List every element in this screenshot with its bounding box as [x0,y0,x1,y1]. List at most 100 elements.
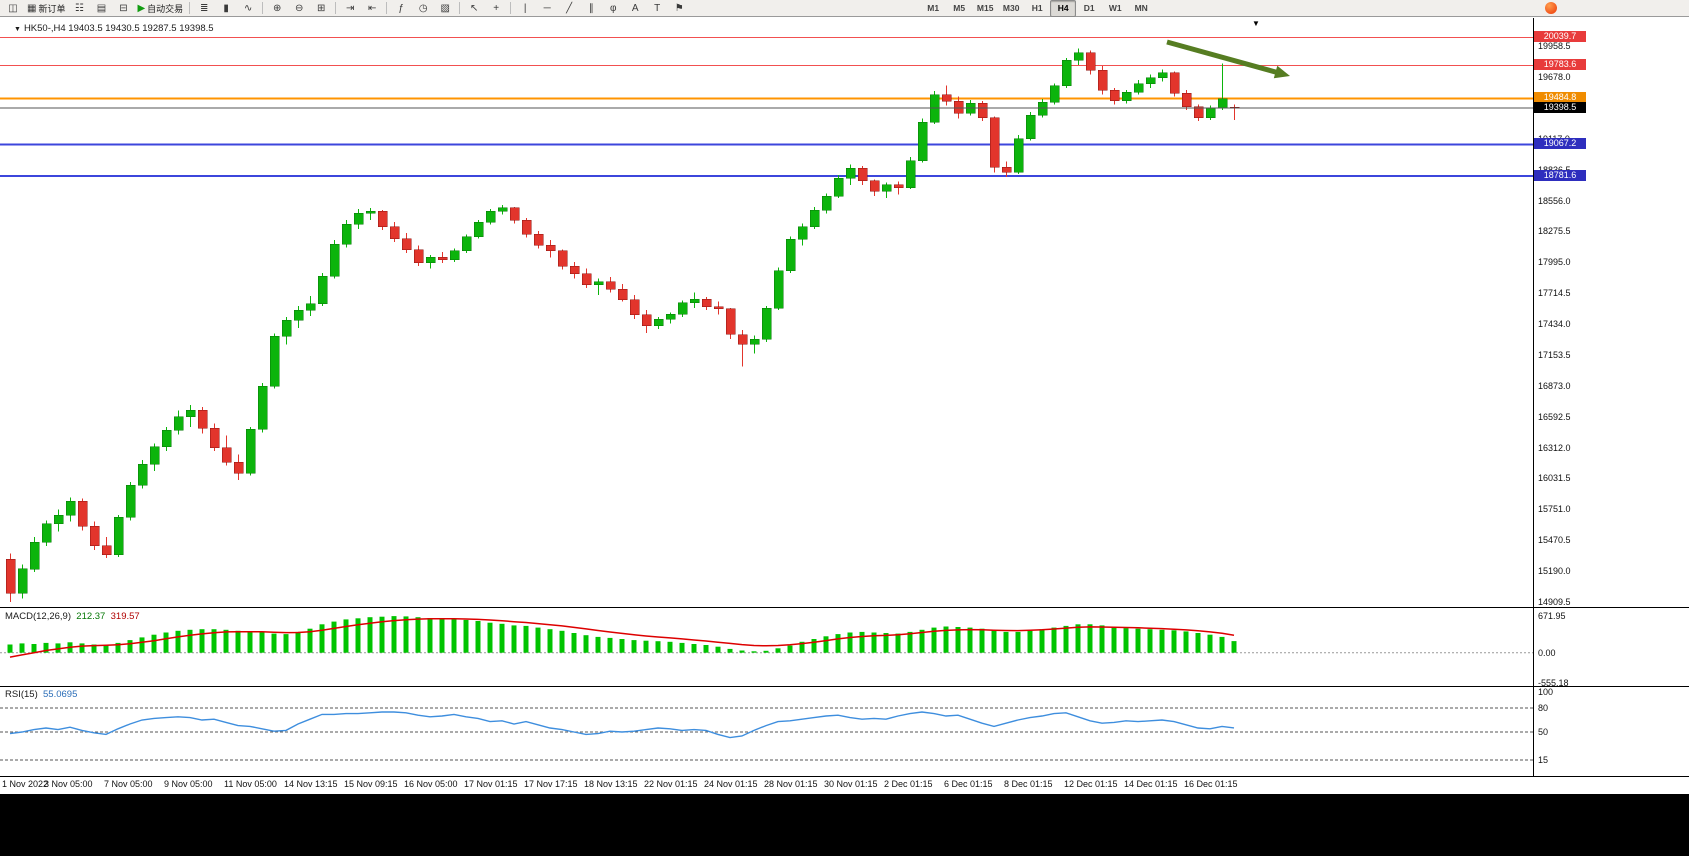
timeframe-H1[interactable]: H1 [1031,3,1043,13]
price-axis-label: 14909.5 [1538,597,1571,607]
date-axis-label: 14 Dec 01:15 [1124,779,1178,789]
vertical-line-icon[interactable]: | [514,0,536,17]
indicators-icon[interactable]: ƒ [390,0,412,17]
separator-main-macd[interactable] [0,607,1689,608]
periods-icon[interactable]: ◷ [412,0,434,17]
price-axis-label: 17995.0 [1538,257,1571,267]
separator-rsi-dates [0,776,1689,777]
price-axis-label: 17714.5 [1538,288,1571,298]
timeframe-M1[interactable]: M1 [927,3,940,13]
one-click-trading-arrow[interactable]: ▼ [14,26,21,33]
tile-windows-icon[interactable]: ⊞ [310,0,332,17]
price-axis-label: 16592.5 [1538,412,1571,422]
autotrade-button-label: 自动交易 [147,3,184,14]
price-line-tag: 19484.8 [1534,92,1586,103]
auto-scroll-icon: ⇥ [345,2,355,14]
toolbar-separator [386,2,388,14]
date-axis-label: 15 Nov 09:15 [344,779,398,789]
chart-shift-marker[interactable]: ▼ [1252,19,1260,28]
price-axis-label: 19678.0 [1538,72,1571,82]
chart-window-icon: ◫ [8,2,18,14]
timeframe-M5[interactable]: M5 [953,3,966,13]
chart-header: ▼ HK50-,H4 19403.5 19430.5 19287.5 19398.… [14,23,214,34]
channel-icon[interactable]: ∥ [580,0,602,17]
indicators-icon: ƒ [398,2,404,14]
timeframe-H4[interactable]: H4 [1050,0,1077,17]
macd-panel-canvas[interactable] [0,609,1533,686]
auto-scroll-icon[interactable]: ⇥ [339,0,361,17]
autotrade-button: ▶ [137,2,146,14]
cursor-icon[interactable]: ↖ [463,0,485,17]
market-watch-icon[interactable]: ☷ [68,0,90,17]
text-tool-icon[interactable]: A [624,0,646,17]
timeframe-D1[interactable]: D1 [1083,3,1095,13]
rsi-axis-label: 80 [1538,703,1549,713]
chart-shift-icon[interactable]: ⇤ [361,0,383,17]
candlestick-chart-icon[interactable]: ▮ [215,0,237,17]
navigator-icon[interactable]: ▤ [90,0,112,17]
market-watch-icon: ☷ [74,2,84,14]
rsi-panel-canvas[interactable] [0,687,1533,776]
price-axis-label: 19958.5 [1538,41,1571,51]
price-line-tag: 19783.6 [1534,59,1586,70]
arrows-tool-icon: ⚑ [674,2,684,14]
date-axis-label: 18 Nov 13:15 [584,779,638,789]
price-axis-label: 15751.0 [1538,504,1571,514]
rsi-value: 55.0695 [43,689,78,700]
price-axis-label: 18275.5 [1538,226,1571,236]
current-price-tag: 19398.5 [1534,102,1586,113]
new-order-button-label: 新订单 [38,3,66,14]
crosshair-icon[interactable]: + [485,0,507,17]
macd-axis-label: -555.18 [1538,678,1569,688]
cursor-icon: ↖ [469,2,479,14]
terminal-icon[interactable]: ⊟ [112,0,134,17]
date-axis-label: 22 Nov 01:15 [644,779,698,789]
chart-shift-icon: ⇤ [367,2,377,14]
separator-macd-rsi[interactable] [0,686,1689,687]
notification-icon[interactable] [1545,2,1557,14]
timeframe-M15[interactable]: M15 [976,3,994,13]
timeframe-MN[interactable]: MN [1134,3,1148,13]
date-axis-label: 6 Dec 01:15 [944,779,993,789]
terminal-icon: ⊟ [119,2,128,14]
rsi-axis-label: 100 [1538,687,1554,697]
toolbar-separator [459,2,461,14]
price-axis-label: 16312.0 [1538,443,1571,453]
horizontal-line-icon[interactable]: ─ [536,0,558,17]
toolbar-separator [335,2,337,14]
crosshair-icon: + [493,2,500,14]
chart-window-icon[interactable]: ◫ [2,0,24,17]
navigator-icon: ▤ [96,2,107,14]
date-axis-label: 24 Nov 01:15 [704,779,758,789]
zoom-in-icon: ⊕ [272,2,282,14]
trendline-icon: ╱ [566,2,573,14]
main-chart-canvas[interactable] [0,18,1533,608]
rsi-axis-label: 50 [1538,727,1549,737]
zoom-in-icon[interactable]: ⊕ [266,0,288,17]
autotrade-button[interactable]: ▶ 自动交易 [134,0,186,17]
bar-chart-icon[interactable]: ≣ [193,0,215,17]
trendline-icon[interactable]: ╱ [558,0,580,17]
toolbar: ◫ ▦ 新订单 ☷ ▤ ⊟ ▶ 自动交易 ≣ ▮ ∿ ⊕ ⊖ ⊞ ⇥ ⇤ ƒ ◷ ▧ ↖ + | ─ ╱ ∥ φ A T ⚑ M1 M5 M1… [0,0,1689,17]
templates-icon[interactable]: ▧ [434,0,456,17]
date-axis-label: 30 Nov 01:15 [824,779,878,789]
label-tool-icon[interactable]: T [646,0,668,17]
new-order-button[interactable]: ▦ 新订单 [24,0,68,17]
macd-signal-line [9,617,1235,658]
zoom-out-icon[interactable]: ⊖ [288,0,310,17]
price-axis-label: 17153.5 [1538,350,1571,360]
timeframe-W1[interactable]: W1 [1108,3,1122,13]
trend-arrow[interactable] [1166,39,1283,77]
trend-arrow-head[interactable] [1273,65,1290,79]
arrows-tool-icon[interactable]: ⚑ [668,0,690,17]
line-chart-icon[interactable]: ∿ [237,0,259,17]
date-axis-label: 3 Nov 05:00 [44,779,93,789]
candlestick-chart-icon: ▮ [223,2,229,14]
timeframe-M30[interactable]: M30 [1002,3,1020,13]
date-axis-label: 7 Nov 05:00 [104,779,153,789]
date-axis-label: 1 Nov 2022 [2,779,49,789]
rsi-label: RSI(15) [5,689,38,700]
date-axis-label: 28 Nov 01:15 [764,779,818,789]
fibonacci-icon[interactable]: φ [602,0,624,17]
